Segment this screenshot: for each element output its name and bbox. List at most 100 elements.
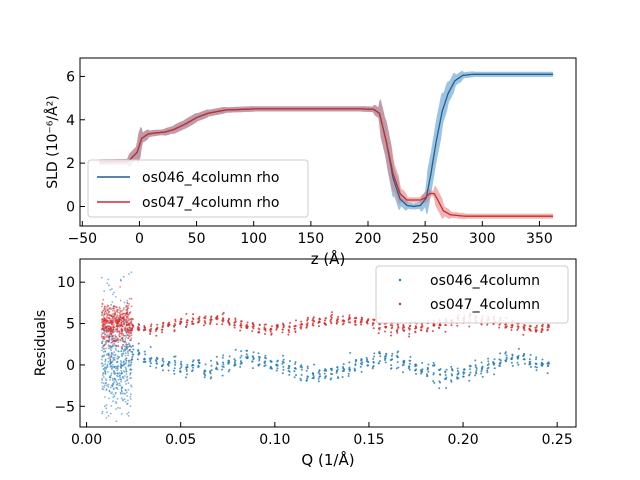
residual-point: [113, 310, 116, 312]
residual-point: [337, 377, 340, 380]
residual-point: [270, 367, 273, 370]
sld-x-tick-label: 100: [240, 231, 267, 247]
residual-point: [113, 395, 116, 398]
residual-point: [114, 313, 116, 316]
residual-point: [186, 363, 189, 366]
residual-point: [210, 359, 212, 362]
residual-point: [330, 369, 333, 372]
residual-point: [111, 317, 113, 320]
residual-point: [348, 366, 351, 369]
residual-point: [125, 318, 128, 320]
residual-point: [191, 320, 194, 323]
residual-point: [300, 320, 303, 323]
residual-point: [113, 307, 116, 310]
residual-point: [258, 356, 261, 359]
residual-point: [179, 370, 182, 373]
residual-point: [516, 361, 519, 364]
residual-point: [397, 326, 400, 329]
residual-point: [480, 370, 483, 373]
residual-point: [216, 363, 219, 366]
residual-point: [109, 325, 112, 328]
residual-point: [119, 339, 122, 342]
residual-point: [312, 324, 315, 327]
residual-point: [156, 323, 159, 326]
residual-point: [276, 367, 279, 370]
residual-point: [222, 361, 224, 364]
residuals-x-tick-label: 0.05: [165, 432, 196, 448]
residual-point: [307, 316, 309, 319]
residual-point: [421, 370, 423, 373]
residual-point: [336, 370, 338, 373]
residual-point: [246, 325, 249, 328]
residual-point: [115, 400, 117, 403]
residual-point: [341, 376, 344, 378]
residual-point: [120, 319, 123, 322]
residual-point: [114, 347, 117, 350]
residual-point: [113, 317, 116, 320]
residual-point: [529, 362, 532, 365]
residual-point: [127, 411, 130, 414]
residual-point: [228, 317, 230, 320]
residuals-y-tick-label: −5: [54, 399, 75, 415]
residual-point: [355, 359, 358, 362]
residual-point: [128, 312, 131, 314]
residual-point: [126, 395, 129, 397]
residual-point: [125, 323, 128, 326]
residual-point: [221, 323, 224, 326]
residual-point: [359, 365, 362, 368]
residual-point: [115, 328, 118, 330]
residual-point: [541, 363, 544, 366]
residual-point: [106, 309, 109, 312]
residual-point: [125, 383, 127, 385]
residual-point: [122, 313, 125, 315]
residual-point: [348, 314, 351, 317]
residual-point: [313, 320, 316, 323]
residual-point: [258, 357, 261, 360]
residual-point: [127, 307, 130, 310]
residual-point: [396, 361, 399, 364]
residual-point: [109, 347, 112, 350]
residual-point: [361, 318, 364, 321]
residual-point: [239, 329, 242, 332]
residual-point: [192, 322, 195, 325]
residual-point: [113, 351, 116, 353]
residual-point: [516, 328, 519, 331]
residual-point: [167, 364, 170, 367]
residual-point: [174, 361, 177, 364]
residual-point: [115, 345, 118, 348]
residuals-x-ticks: 0.00 0.05 0.10 0.15 0.20 0.25: [71, 422, 573, 448]
residual-point: [487, 357, 490, 360]
residual-point: [234, 359, 237, 362]
residual-point: [270, 360, 273, 363]
residual-point: [113, 370, 116, 373]
residual-point: [108, 397, 110, 400]
residual-point: [100, 333, 103, 336]
residual-point: [101, 342, 103, 344]
residual-point: [119, 332, 122, 335]
residual-point: [120, 397, 123, 400]
residual-point: [209, 320, 212, 323]
residual-point: [102, 298, 105, 301]
residual-point: [130, 384, 132, 387]
residual-point: [522, 333, 525, 336]
residual-point: [498, 323, 501, 326]
residual-point: [366, 322, 369, 325]
residual-point: [210, 318, 213, 321]
residual-point: [480, 372, 483, 375]
residual-point: [474, 364, 477, 367]
residuals-y-ticks: −5 0 5 10: [54, 275, 85, 415]
residual-point: [114, 353, 117, 356]
residual-point: [287, 333, 290, 336]
residual-point: [117, 341, 120, 343]
residual-point: [121, 340, 124, 343]
residual-point: [123, 398, 126, 401]
residual-point: [123, 363, 126, 365]
residual-point: [348, 370, 351, 372]
residual-point: [319, 318, 322, 321]
residual-point: [535, 356, 538, 359]
residual-point: [111, 301, 114, 303]
residual-point: [306, 322, 309, 325]
residual-point: [126, 402, 129, 405]
residual-point: [252, 327, 255, 330]
